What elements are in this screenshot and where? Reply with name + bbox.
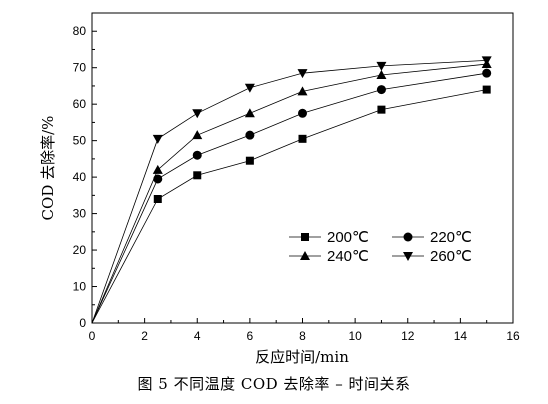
data-point bbox=[297, 69, 308, 79]
x-tick-label: 12 bbox=[401, 329, 415, 343]
series-line bbox=[91, 72, 487, 324]
x-tick-label: 6 bbox=[247, 329, 254, 343]
y-tick-label: 60 bbox=[73, 97, 87, 111]
x-tick-label: 2 bbox=[141, 329, 148, 343]
data-point bbox=[153, 195, 162, 203]
series-lines bbox=[91, 60, 487, 324]
data-point bbox=[153, 174, 163, 184]
legend-label: 220℃ bbox=[430, 229, 472, 246]
data-point bbox=[152, 134, 163, 144]
legend-label: 260℃ bbox=[430, 248, 472, 265]
series-line bbox=[91, 60, 487, 324]
plot-frame bbox=[91, 12, 514, 324]
y-tick-label: 50 bbox=[73, 134, 87, 148]
figure-caption: 图 5 不同温度 COD 去除率 – 时间关系 bbox=[137, 375, 411, 393]
x-tick-label: 14 bbox=[454, 329, 468, 343]
y-tick-label: 40 bbox=[73, 170, 87, 184]
data-point bbox=[245, 156, 254, 165]
data-point bbox=[297, 86, 308, 96]
data-point bbox=[244, 83, 255, 93]
y-tick-label: 0 bbox=[79, 316, 86, 330]
data-point bbox=[298, 108, 307, 118]
data-point bbox=[192, 109, 203, 119]
legend-marker bbox=[403, 252, 413, 261]
y-tick-label: 30 bbox=[73, 207, 87, 221]
series-line bbox=[91, 89, 487, 324]
data-point bbox=[482, 85, 491, 94]
x-tick-label: 16 bbox=[506, 329, 520, 343]
legend-label: 240℃ bbox=[327, 248, 369, 265]
data-point bbox=[298, 134, 307, 143]
series-markers bbox=[152, 56, 492, 203]
x-axis-title: 反应时间/min bbox=[255, 348, 349, 366]
y-axis-title: COD 去除率/% bbox=[39, 116, 57, 221]
y-tick-label: 80 bbox=[73, 24, 87, 38]
y-tick-label: 10 bbox=[73, 280, 87, 294]
data-point bbox=[376, 85, 386, 95]
legend-marker bbox=[300, 251, 310, 260]
legend-marker bbox=[403, 232, 413, 242]
legend-marker bbox=[301, 233, 309, 241]
legend: 200℃ 220℃ 240℃ 260℃ bbox=[289, 229, 472, 265]
y-tick-label: 20 bbox=[73, 243, 87, 257]
x-tick-label: 4 bbox=[194, 329, 201, 343]
data-point bbox=[244, 108, 255, 118]
data-point bbox=[481, 56, 492, 66]
data-point bbox=[193, 171, 202, 180]
legend-label: 200℃ bbox=[327, 229, 369, 246]
data-point bbox=[192, 130, 203, 140]
axis-ticks: 0 2 4 6 8 10 12 14 16 0 10 20 30 40 50 60 70 80 bbox=[73, 12, 520, 343]
data-point bbox=[376, 70, 387, 79]
data-point bbox=[377, 105, 386, 114]
x-tick-label: 8 bbox=[299, 329, 306, 343]
y-tick-label: 70 bbox=[73, 61, 87, 75]
x-tick-label: 0 bbox=[89, 329, 96, 343]
x-tick-label: 10 bbox=[348, 329, 362, 343]
data-point bbox=[152, 164, 163, 174]
data-point bbox=[376, 61, 387, 71]
data-point bbox=[192, 150, 202, 160]
data-point bbox=[482, 68, 492, 78]
data-point bbox=[245, 130, 255, 140]
